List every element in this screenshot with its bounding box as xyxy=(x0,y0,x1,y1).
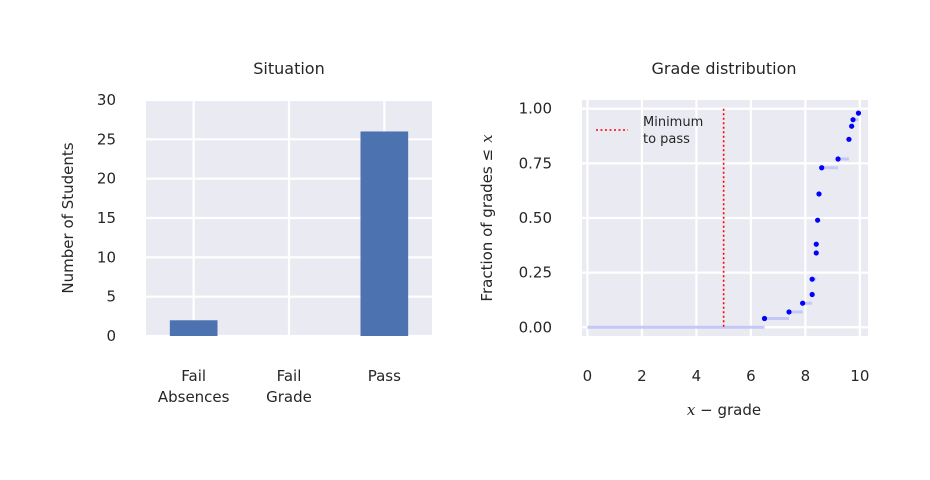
legend-label-line2: to pass xyxy=(643,132,690,147)
chart2-y-tick-label: 0.75 xyxy=(519,154,552,172)
chart2-data-point xyxy=(813,241,819,247)
chart2-x-axis-label: x − grade xyxy=(687,401,761,419)
chart1-y-tick-label: 20 xyxy=(97,170,116,188)
chart2-data-point xyxy=(809,291,815,298)
chart2-title: Grade distribution xyxy=(651,59,796,78)
chart1-x-tick-label: Fail xyxy=(277,367,302,385)
chart2-data-point xyxy=(786,309,792,315)
chart1-x-tick-label: Pass xyxy=(368,367,401,385)
chart2-x-tick-label: 4 xyxy=(692,367,702,385)
chart1-y-tick-label: 25 xyxy=(97,130,116,148)
chart2-y-tick-label: 0.00 xyxy=(519,318,552,336)
chart2-x-tick-label: 2 xyxy=(637,367,647,385)
chart2-gridlines xyxy=(582,100,868,336)
chart1-bar xyxy=(360,131,409,336)
chart1-y-tick-label: 5 xyxy=(106,288,116,306)
chart-grade-distribution: 0.00 0.25 0.50 0.75 1.00 0 2 4 6 8 10 Grade distr… xyxy=(478,59,869,419)
chart2-legend: Minimum to pass xyxy=(596,115,703,147)
chart2-data-point xyxy=(815,217,821,223)
chart2-data-point xyxy=(850,117,856,123)
chart1-x-tick-label: Absences xyxy=(158,388,230,406)
chart2-data-point xyxy=(855,110,862,116)
chart-situation: 0 5 10 15 20 25 30 Fail Absences Fail Grade Pass S… xyxy=(59,59,432,406)
chart2-y-tick-label: 0.50 xyxy=(519,209,552,227)
chart2-data-point xyxy=(800,300,806,306)
chart2-data-point xyxy=(846,136,852,142)
chart1-y-axis-label: Number of Students xyxy=(59,142,77,293)
chart2-x-tick-label: 0 xyxy=(583,367,593,385)
x-axis-var: x xyxy=(687,401,696,419)
chart2-x-tick-label: 10 xyxy=(850,367,869,385)
chart2-y-ticks: 0.00 0.25 0.50 0.75 1.00 xyxy=(519,100,552,337)
chart2-y-axis-label: Fraction of grades ≤ x xyxy=(478,134,496,302)
chart1-title: Situation xyxy=(253,59,324,78)
chart2-x-ticks: 0 2 4 6 8 10 xyxy=(583,367,870,385)
chart2-x-tick-label: 6 xyxy=(746,367,756,385)
chart1-y-tick-label: 15 xyxy=(97,209,116,227)
chart1-y-tick-label: 10 xyxy=(97,248,116,266)
chart1-y-tick-label: 0 xyxy=(106,327,116,345)
chart2-data-point xyxy=(761,315,768,322)
chart2-data-point xyxy=(809,276,815,282)
chart1-y-tick-label: 30 xyxy=(97,91,116,109)
x-axis-rest: − grade xyxy=(695,401,761,419)
y-axis-main: Fraction of grades ≤ xyxy=(478,149,496,302)
chart1-x-tick-label: Grade xyxy=(266,388,312,406)
chart2-data-point xyxy=(819,165,825,171)
chart1-x-tick-label: Fail xyxy=(181,367,206,385)
chart2-y-tick-label: 1.00 xyxy=(519,100,552,118)
legend-label-line1: Minimum xyxy=(643,115,703,130)
chart2-data-point xyxy=(816,191,822,197)
chart2-data-point xyxy=(835,156,841,162)
y-axis-var: x xyxy=(478,134,496,143)
chart2-y-tick-label: 0.25 xyxy=(519,264,552,282)
chart2-data-point xyxy=(849,123,855,129)
chart2-points xyxy=(761,110,862,322)
chart1-y-ticks: 0 5 10 15 20 25 30 xyxy=(97,91,116,345)
chart2-x-tick-label: 8 xyxy=(801,367,811,385)
chart1-bar xyxy=(169,320,218,336)
chart1-bars xyxy=(169,131,409,336)
chart2-data-point xyxy=(813,250,819,256)
chart1-x-ticks: Fail Absences Fail Grade Pass xyxy=(158,367,401,406)
